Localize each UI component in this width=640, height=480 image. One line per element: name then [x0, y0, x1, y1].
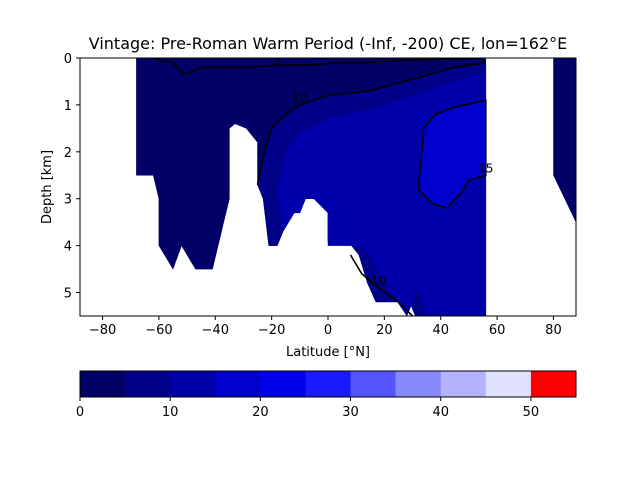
y-tick-label: 0	[64, 52, 72, 67]
colorbar-swatch	[170, 371, 216, 397]
colorbar-swatch	[305, 371, 351, 397]
colorbar-swatch	[80, 371, 126, 397]
colorbar-swatch	[125, 371, 171, 397]
contour-line-10	[349, 254, 414, 316]
x-tick-label: −40	[202, 323, 229, 338]
x-tick-label: −80	[89, 323, 116, 338]
contour-line-10	[256, 61, 486, 185]
x-tick-label: 0	[324, 323, 332, 338]
x-tick-label: 20	[376, 323, 393, 338]
colorbar-swatch	[260, 371, 306, 397]
colorbar-swatch	[530, 371, 577, 397]
contour-label-0: 5	[273, 51, 281, 65]
filled-regions	[136, 58, 576, 316]
contour-lines: 5 10 10 15	[153, 51, 493, 316]
x-axis: −80 −60 −40 −20 0 20 40 60 80	[89, 316, 562, 338]
contour-line-15	[417, 99, 487, 210]
y-tick-label: 3	[64, 193, 72, 208]
y-tick-label: 2	[64, 146, 72, 161]
colorbar-swatch	[395, 371, 441, 397]
y-tick-label: 4	[64, 240, 72, 255]
chart-title: Vintage: Pre-Roman Warm Period (-Inf, -2…	[89, 34, 568, 53]
colorbar-swatch	[440, 371, 487, 397]
plot-area: 5 10 10 15	[79, 51, 577, 317]
x-axis-label: Latitude [°N]	[286, 345, 370, 360]
y-tick-label: 1	[64, 99, 72, 114]
colorbar-tick-label: 0	[76, 405, 84, 420]
y-axis: 0 1 2 3 4 5	[64, 52, 80, 302]
x-tick-label: −20	[258, 323, 285, 338]
colorbar-tick-label: 30	[342, 405, 359, 420]
contour-label-2: 10	[371, 274, 386, 288]
contour-label-3: 15	[478, 161, 493, 175]
colorbar-frame	[79, 370, 577, 398]
colorbar-tick-label: 50	[523, 405, 540, 420]
x-tick-label: −60	[145, 323, 172, 338]
x-tick-label: 40	[432, 323, 449, 338]
contour-line-5	[153, 58, 486, 76]
region-deep-north	[553, 58, 576, 223]
contour-label-1: 10	[292, 91, 307, 105]
colorbar-swatch	[350, 371, 396, 397]
x-tick-label: 60	[489, 323, 506, 338]
colorbar-tick-label: 10	[162, 405, 179, 420]
colorbar-swatch	[485, 371, 532, 397]
y-tick-label: 5	[64, 287, 72, 302]
colorbar-swatch	[215, 371, 261, 397]
colorbar: 0 10 20 30 40 50	[76, 370, 577, 420]
x-tick-label: 80	[545, 323, 562, 338]
colorbar-tick-label: 20	[252, 405, 269, 420]
y-axis-label: Depth [km]	[40, 150, 55, 224]
colorbar-tick-label: 40	[432, 405, 449, 420]
